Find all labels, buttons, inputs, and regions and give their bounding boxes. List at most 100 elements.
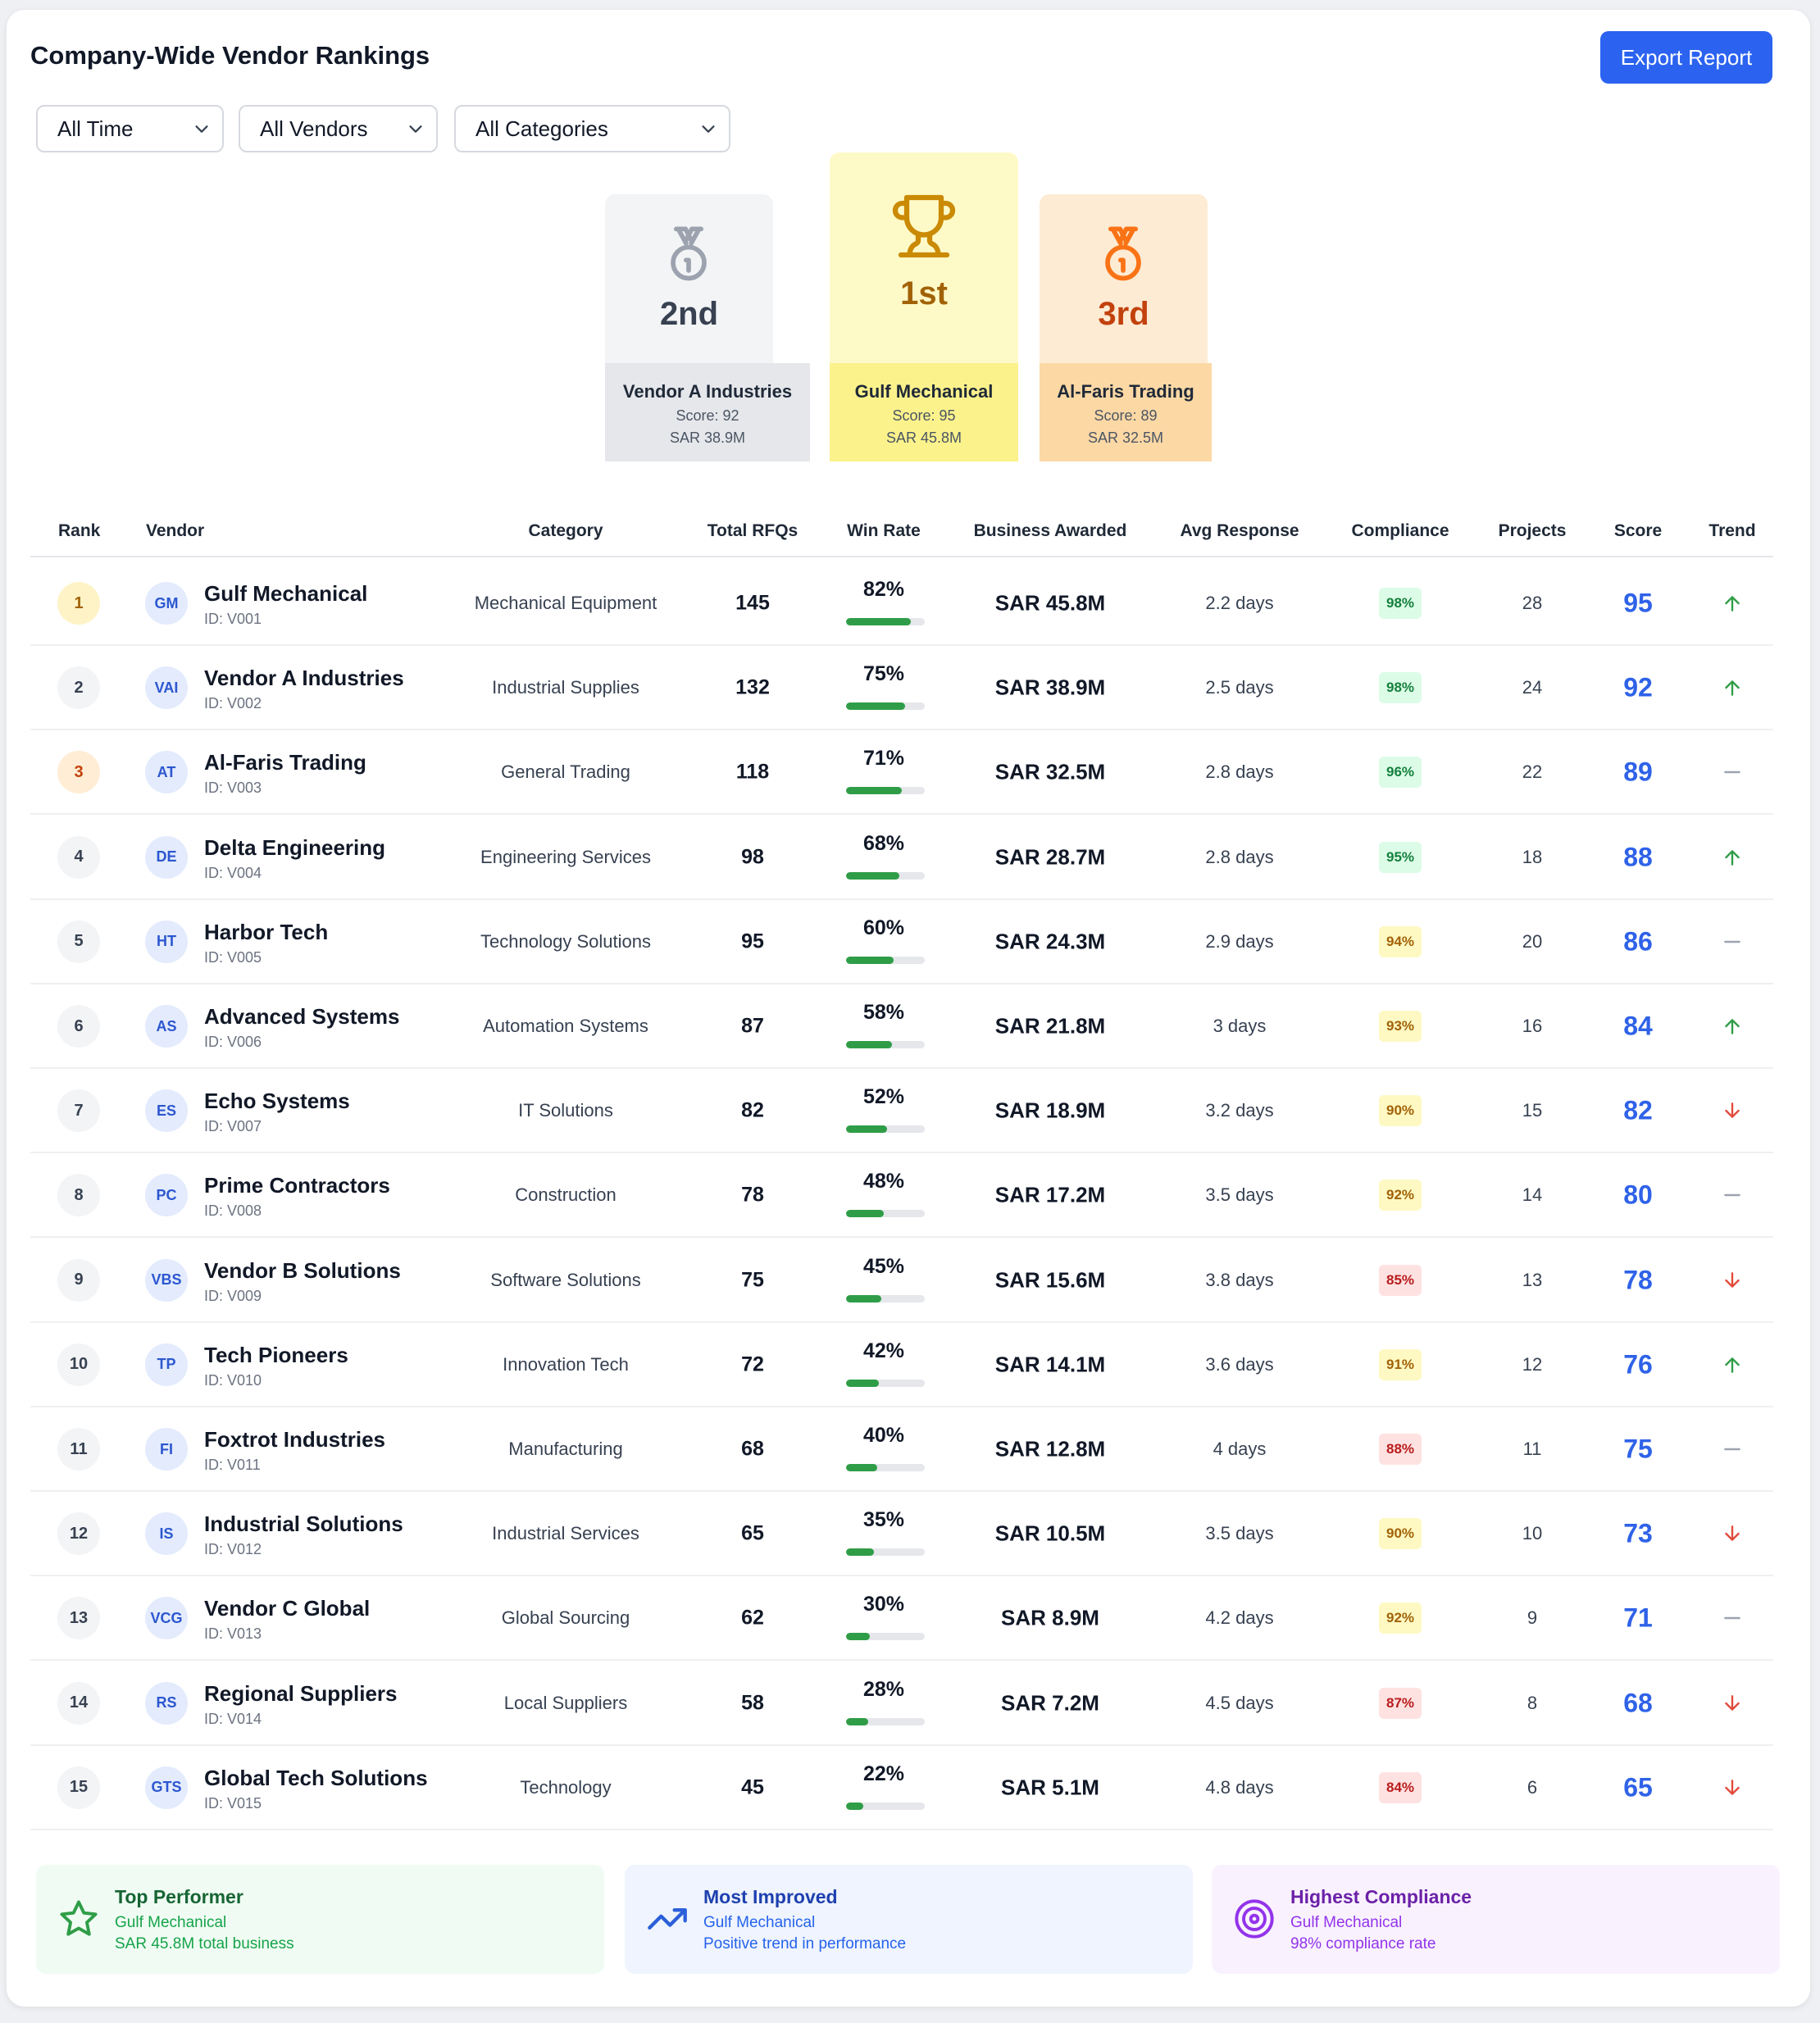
column-header-total-rfqs[interactable]: Total RFQs [707, 521, 799, 540]
avg-response: 3.5 days [1205, 1184, 1274, 1206]
win-rate-bar-fill [846, 618, 911, 625]
table-row[interactable]: 11 FI Foxtrot Industries ID: V011 Manufactur… [30, 1407, 1773, 1492]
vendor-name[interactable]: Echo Systems [204, 1089, 350, 1114]
projects-count: 15 [1522, 1100, 1543, 1121]
total-rfqs: 62 [741, 1606, 764, 1630]
vendor-name[interactable]: Prime Contractors [204, 1173, 390, 1198]
column-header-projects[interactable]: Projects [1498, 521, 1567, 540]
vendor-avatar: FI [145, 1428, 188, 1471]
trend-flat-icon [1722, 761, 1743, 783]
win-rate-bar-fill [846, 1464, 878, 1471]
win-rate-bar [846, 1717, 925, 1725]
table-row[interactable]: 1 GM Gulf Mechanical ID: V001 Mechanical Equ… [30, 561, 1773, 646]
vendor-name[interactable]: Tech Pioneers [204, 1342, 348, 1367]
column-header-win-rate[interactable]: Win Rate [847, 521, 921, 540]
vendor-category: General Trading [501, 761, 630, 783]
business-awarded: SAR 12.8M [994, 1436, 1106, 1462]
vendor-name[interactable]: Foxtrot Industries [204, 1427, 386, 1452]
table-row[interactable]: 4 DE Delta Engineering ID: V004 Engineering … [30, 816, 1773, 900]
vendor-name[interactable]: Al-Faris Trading [204, 750, 366, 775]
time-filter-select[interactable]: All Time [36, 105, 224, 152]
column-header-avg-response[interactable]: Avg Response [1180, 521, 1299, 540]
table-row[interactable]: 10 TP Tech Pioneers ID: V010 Innovation Tech… [30, 1323, 1773, 1407]
vendor-name[interactable]: Gulf Mechanical [204, 581, 368, 606]
table-row[interactable]: 2 VAI Vendor A Industries ID: V002 Industria… [30, 646, 1773, 731]
column-header-compliance[interactable]: Compliance [1351, 521, 1449, 540]
compliance-badge: 98% [1378, 588, 1422, 619]
vendor-score: 95 [1623, 588, 1653, 618]
win-rate-bar-fill [846, 1041, 892, 1048]
chevron-down-icon [195, 125, 208, 133]
projects-count: 6 [1527, 1776, 1538, 1798]
business-awarded: SAR 24.3M [994, 929, 1106, 954]
table-row[interactable]: 14 RS Regional Suppliers ID: V014 Local Supp… [30, 1662, 1773, 1746]
trend-flat-icon [1722, 1184, 1743, 1206]
table-row[interactable]: 12 IS Industrial Solutions ID: V012 Industri… [30, 1492, 1773, 1577]
table-row[interactable]: 3 AT Al-Faris Trading ID: V003 General Tradi… [30, 730, 1773, 816]
vendor-name[interactable]: Regional Suppliers [204, 1680, 398, 1706]
vendor-name[interactable]: Advanced Systems [204, 1004, 400, 1029]
vendor-name[interactable]: Delta Engineering [204, 834, 386, 860]
vendor-id: ID: V014 [204, 1710, 262, 1727]
rank-badge: 13 [57, 1597, 100, 1640]
vendor-name[interactable]: Vendor B Solutions [204, 1257, 401, 1283]
vendor-score: 68 [1623, 1688, 1653, 1718]
table-row[interactable]: 15 GTS Global Tech Solutions ID: V015 Techno… [30, 1746, 1773, 1830]
column-header-score[interactable]: Score [1613, 521, 1663, 540]
compliance-badge: 98% [1378, 672, 1422, 704]
business-awarded: SAR 10.5M [994, 1521, 1106, 1546]
column-header-trend[interactable]: Trend [1709, 521, 1756, 540]
vendor-id: ID: V003 [204, 780, 262, 797]
vendor-name[interactable]: Harbor Tech [204, 919, 329, 944]
avg-response: 3.2 days [1205, 1100, 1274, 1121]
vendor-score: 71 [1623, 1602, 1653, 1633]
avg-response: 4.2 days [1205, 1607, 1274, 1629]
trend-up-icon [1722, 847, 1743, 868]
vendor-id: ID: V009 [204, 1287, 262, 1304]
win-rate-bar [846, 787, 925, 795]
compliance-badge: 85% [1378, 1264, 1422, 1296]
win-rate-bar-fill [846, 956, 894, 964]
table-row[interactable]: 8 PC Prime Contractors ID: V008 Construction… [30, 1153, 1773, 1239]
export-report-button[interactable]: Export Report [1600, 31, 1772, 84]
projects-count: 10 [1522, 1523, 1543, 1544]
vendor-score: 78 [1623, 1265, 1653, 1295]
column-header-business-awarded[interactable]: Business Awarded [973, 521, 1127, 540]
projects-count: 22 [1522, 761, 1543, 783]
compliance-badge: 90% [1378, 1518, 1422, 1550]
table-row[interactable]: 6 AS Advanced Systems ID: V006 Automation Sy… [30, 984, 1773, 1069]
vendor-avatar: AT [145, 751, 188, 794]
vendor-name[interactable]: Vendor A Industries [204, 666, 404, 691]
business-awarded: SAR 15.6M [994, 1267, 1106, 1293]
table-row[interactable]: 5 HT Harbor Tech ID: V005 Technology Solutio… [30, 900, 1773, 984]
win-rate-bar-fill [846, 1717, 868, 1725]
vendor-name[interactable]: Global Tech Solutions [204, 1765, 428, 1790]
medal-icon [1105, 226, 1141, 281]
table-row[interactable]: 13 VCG Vendor C Global ID: V013 Global Sourc… [30, 1576, 1773, 1662]
podium-business: SAR 38.9M [669, 430, 746, 446]
projects-count: 8 [1527, 1692, 1538, 1713]
vendor-name[interactable]: Industrial Solutions [204, 1512, 403, 1537]
category-filter-select[interactable]: All Categories [454, 105, 730, 152]
rank-badge: 14 [57, 1681, 100, 1725]
win-rate-bar [846, 1548, 925, 1557]
column-header-vendor[interactable]: Vendor [146, 521, 205, 540]
compliance-badge: 90% [1378, 1095, 1422, 1127]
vendor-filter-select[interactable]: All Vendors [239, 105, 438, 152]
podium-place: 2nd [659, 296, 719, 332]
win-rate-value: 45% [862, 1254, 905, 1278]
vendor-score: 89 [1623, 757, 1653, 787]
trend-down-icon [1722, 1100, 1743, 1121]
trend-up-icon [1722, 677, 1743, 698]
column-header-rank[interactable]: Rank [58, 521, 101, 540]
vendor-score: 75 [1623, 1434, 1653, 1464]
vendor-avatar: VBS [145, 1258, 188, 1302]
win-rate-bar-fill [846, 702, 905, 711]
rank-badge: 8 [57, 1174, 100, 1217]
table-row[interactable]: 9 VBS Vendor B Solutions ID: V009 Software S… [30, 1239, 1773, 1323]
avg-response: 4 days [1213, 1439, 1267, 1459]
rank-badge: 6 [57, 1005, 100, 1048]
table-row[interactable]: 7 ES Echo Systems ID: V007 IT Solutions 82 52%… [30, 1069, 1773, 1154]
column-header-category[interactable]: Category [528, 521, 603, 540]
vendor-name[interactable]: Vendor C Global [204, 1596, 371, 1621]
